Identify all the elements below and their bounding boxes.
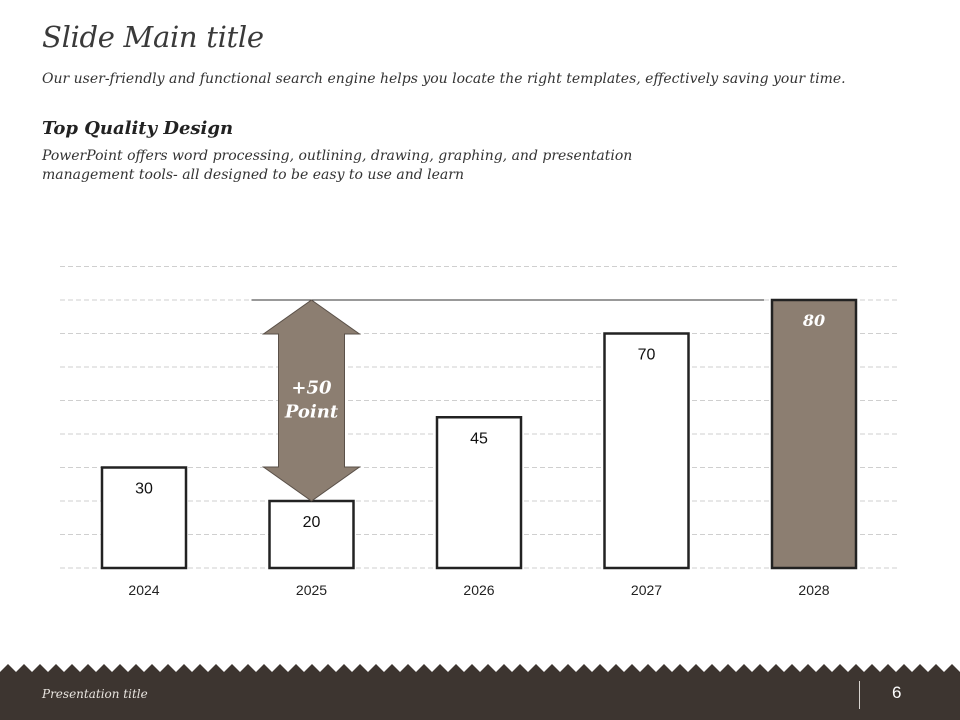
bar-2024 bbox=[100, 466, 188, 570]
annotation-line-2: Point bbox=[284, 402, 339, 423]
section-heading: Top Quality Design bbox=[42, 118, 234, 139]
section-body: PowerPoint offers word processing, outli… bbox=[42, 147, 642, 185]
bar-chart: 30 2024 20 2025 45 2026 70 2027 80 2028 +50 Point bbox=[60, 266, 898, 598]
x-tick-label: 2026 bbox=[463, 582, 494, 598]
slide-subtitle: Our user-friendly and functional search … bbox=[42, 71, 846, 87]
bar-value-label: 20 bbox=[303, 514, 321, 531]
x-tick-label: 2027 bbox=[631, 582, 662, 598]
footer-presentation-title: Presentation title bbox=[42, 687, 148, 701]
section-body-line-2: management tools- all designed to be eas… bbox=[42, 167, 464, 183]
footer-divider bbox=[859, 681, 860, 709]
labels: 30 2024 20 2025 45 2026 70 2027 80 2028 +50 Point bbox=[128, 311, 829, 598]
bar-2025 bbox=[268, 499, 355, 570]
footer-band bbox=[0, 664, 960, 720]
page-number: 6 bbox=[892, 683, 902, 702]
bars bbox=[100, 298, 858, 570]
slide-title: Slide Main title bbox=[42, 20, 264, 54]
annotation-line-1: +50 bbox=[291, 378, 332, 399]
x-tick-label: 2025 bbox=[296, 582, 327, 598]
bar-2027 bbox=[603, 332, 690, 570]
bar-2028 bbox=[770, 298, 858, 570]
bar-value-label: 70 bbox=[638, 347, 656, 364]
bar-value-label: 30 bbox=[135, 481, 153, 498]
bar-2026 bbox=[435, 416, 523, 570]
bar-value-label: 45 bbox=[470, 430, 488, 447]
x-tick-label: 2024 bbox=[128, 582, 159, 598]
footer-zigzag bbox=[0, 664, 960, 720]
section-body-line-1: PowerPoint offers word processing, outli… bbox=[42, 148, 633, 164]
x-tick-label: 2028 bbox=[798, 582, 829, 598]
double-arrow-icon bbox=[261, 299, 362, 502]
bar-value-label: 80 bbox=[802, 311, 825, 330]
